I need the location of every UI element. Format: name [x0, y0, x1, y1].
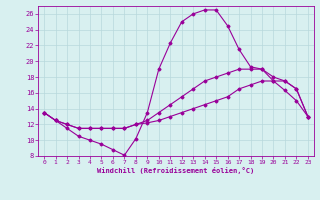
X-axis label: Windchill (Refroidissement éolien,°C): Windchill (Refroidissement éolien,°C) [97, 167, 255, 174]
